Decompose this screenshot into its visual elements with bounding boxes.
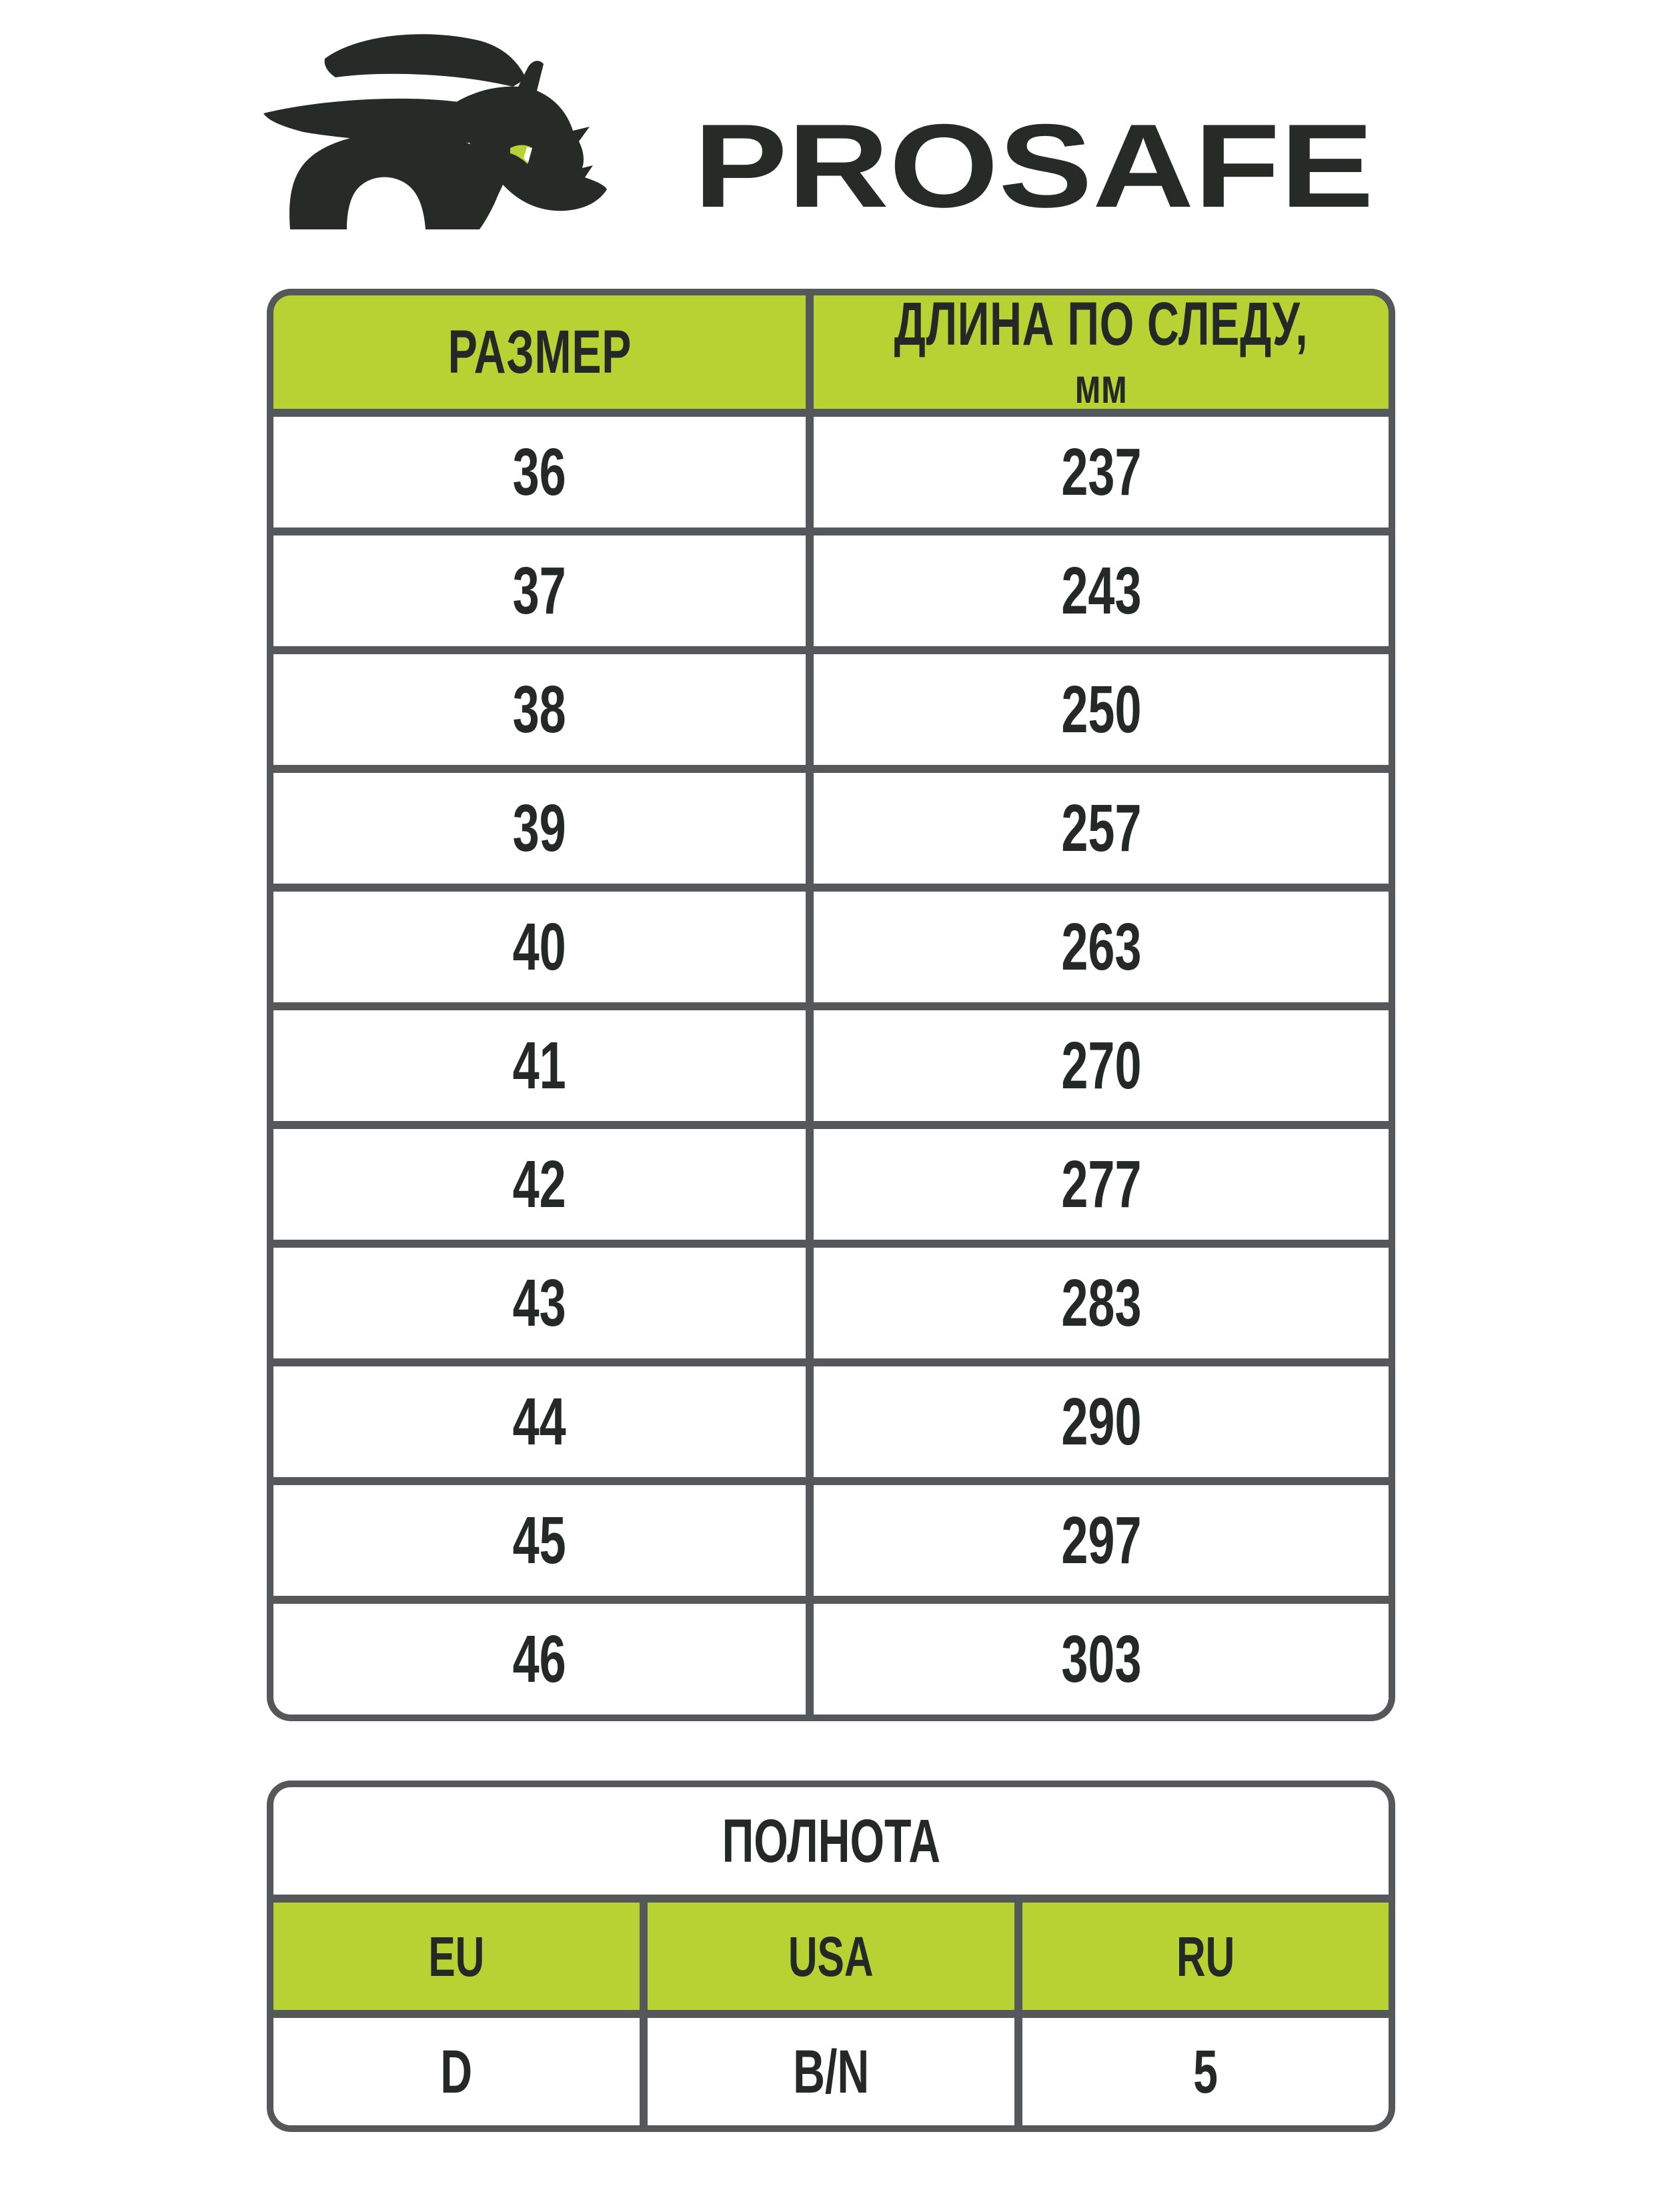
length-cell-row5-label: 263 xyxy=(1060,910,1142,984)
rhino-logo-icon xyxy=(263,34,607,229)
width-value-eu: D xyxy=(273,2018,640,2125)
width-table: ПОЛНОТА EU USA RU D B/N 5 xyxy=(267,1781,1395,2132)
size-cell-row4: 39 xyxy=(273,773,806,884)
size-table: РАЗМЕР ДЛИНА ПО СЛЕДУ, мм 36 237 37 243 38 25… xyxy=(267,289,1395,1721)
length-cell-row9: 290 xyxy=(813,1366,1389,1477)
length-cell-row8: 283 xyxy=(813,1248,1389,1358)
length-cell-row1-label: 237 xyxy=(1060,435,1142,509)
size-column-header: РАЗМЕР xyxy=(273,295,806,409)
size-cell-row7-label: 42 xyxy=(512,1147,567,1222)
size-cell-row11: 46 xyxy=(273,1604,806,1715)
length-cell-row9-label: 290 xyxy=(1060,1384,1142,1459)
length-cell-row3-label: 250 xyxy=(1060,672,1142,747)
size-cell-row9-label: 44 xyxy=(512,1384,567,1459)
width-value-eu-label: D xyxy=(440,2037,473,2106)
length-cell-row3: 250 xyxy=(813,654,1389,765)
size-cell-row7: 42 xyxy=(273,1129,806,1240)
size-header-label: РАЗМЕР xyxy=(448,318,632,386)
width-header-eu-label: EU xyxy=(428,1925,485,1988)
length-cell-row1: 237 xyxy=(813,417,1389,527)
size-cell-row10-label: 45 xyxy=(512,1503,567,1578)
size-cell-row8-label: 43 xyxy=(512,1266,567,1340)
width-header-usa: USA xyxy=(648,1903,1014,2010)
length-cell-row6: 270 xyxy=(813,1010,1389,1121)
length-header-line1: ДЛИНА ПО СЛЕДУ, xyxy=(894,290,1309,358)
size-cell-row5-label: 40 xyxy=(512,910,567,984)
length-cell-row4-label: 257 xyxy=(1060,791,1142,866)
width-value-ru: 5 xyxy=(1022,2018,1389,2125)
length-cell-row7-label: 277 xyxy=(1060,1147,1142,1222)
size-cell-row3: 38 xyxy=(273,654,806,765)
width-header-eu: EU xyxy=(273,1903,640,2010)
size-cell-row4-label: 39 xyxy=(512,791,567,866)
size-cell-row2: 37 xyxy=(273,535,806,646)
length-cell-row5: 263 xyxy=(813,892,1389,1002)
length-cell-row11: 303 xyxy=(813,1604,1389,1715)
length-cell-row6-label: 270 xyxy=(1060,1028,1142,1103)
length-cell-row11-label: 303 xyxy=(1060,1622,1142,1697)
width-value-usa-label: B/N xyxy=(792,2037,870,2106)
width-value-ru-label: 5 xyxy=(1192,2037,1218,2106)
width-value-usa: B/N xyxy=(648,2018,1014,2125)
length-cell-row8-label: 283 xyxy=(1060,1266,1142,1340)
size-cell-row8: 43 xyxy=(273,1248,806,1358)
size-cell-row1-label: 36 xyxy=(512,435,567,509)
length-cell-row4: 257 xyxy=(813,773,1389,884)
size-cell-row6: 41 xyxy=(273,1010,806,1121)
size-cell-row9: 44 xyxy=(273,1366,806,1477)
size-cell-row3-label: 38 xyxy=(512,672,567,747)
brand-wordmark: PROSAFE xyxy=(694,119,1374,225)
size-cell-row1: 36 xyxy=(273,417,806,527)
width-table-title-cell: ПОЛНОТА xyxy=(273,1787,1389,1895)
width-table-title: ПОЛНОТА xyxy=(722,1807,940,1875)
length-column-header: ДЛИНА ПО СЛЕДУ, мм xyxy=(813,290,1389,413)
width-header-ru: RU xyxy=(1022,1903,1389,2010)
size-cell-row2-label: 37 xyxy=(512,554,567,628)
size-cell-row6-label: 41 xyxy=(512,1028,567,1103)
length-cell-row10-label: 297 xyxy=(1060,1503,1142,1578)
size-cell-row5: 40 xyxy=(273,892,806,1002)
size-cell-row11-label: 46 xyxy=(512,1622,567,1697)
length-cell-row7: 277 xyxy=(813,1129,1389,1240)
width-header-usa-label: USA xyxy=(788,1925,874,1988)
length-header-line2: мм xyxy=(1074,358,1128,413)
length-cell-row2: 243 xyxy=(813,535,1389,646)
size-cell-row10: 45 xyxy=(273,1485,806,1596)
brand-header: PROSAFE xyxy=(0,0,1662,280)
length-cell-row10: 297 xyxy=(813,1485,1389,1596)
width-header-ru-label: RU xyxy=(1176,1925,1234,1988)
brand-name-text: PROSAFE xyxy=(694,119,1374,225)
length-cell-row2-label: 243 xyxy=(1060,554,1142,628)
